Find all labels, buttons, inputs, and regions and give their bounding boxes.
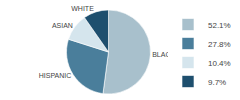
svg-text:ASIAN: ASIAN — [52, 22, 73, 29]
svg-text:27.8%: 27.8% — [208, 40, 231, 49]
svg-text:HISPANIC: HISPANIC — [39, 72, 72, 79]
svg-text:9.7%: 9.7% — [208, 78, 226, 87]
svg-text:52.1%: 52.1% — [208, 21, 231, 30]
svg-text:BLACK: BLACK — [152, 51, 176, 59]
svg-text:WHITE: WHITE — [71, 5, 94, 12]
svg-text:10.4%: 10.4% — [208, 59, 231, 68]
